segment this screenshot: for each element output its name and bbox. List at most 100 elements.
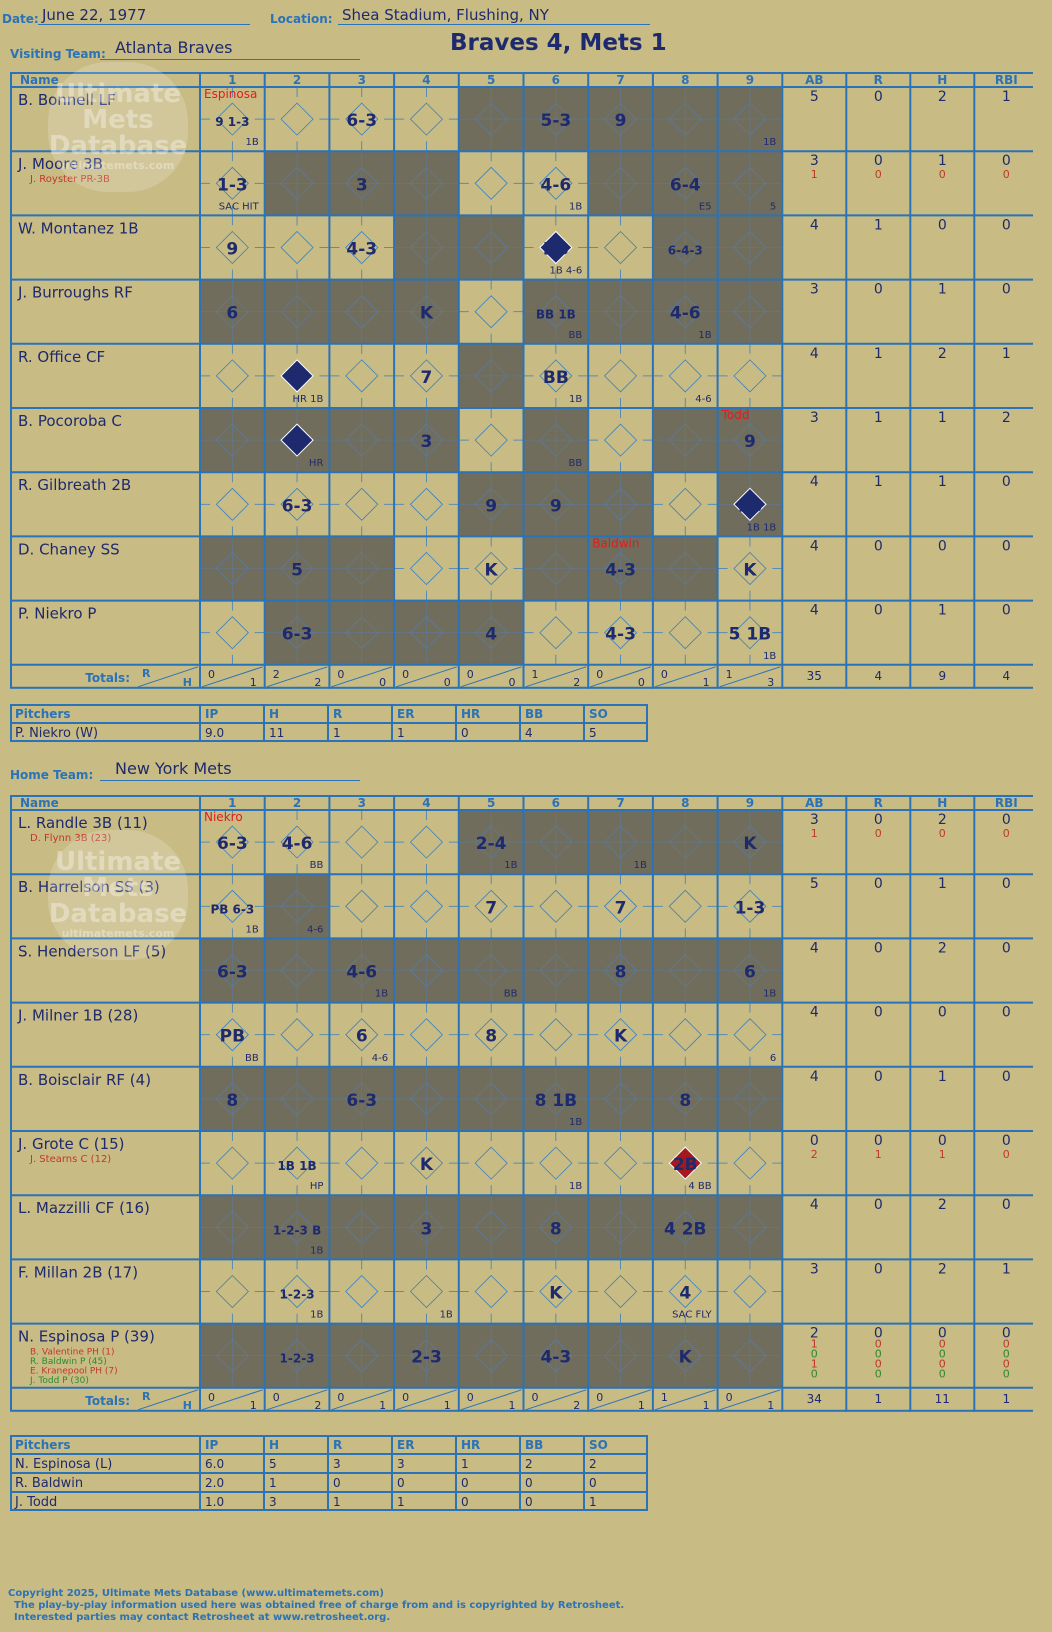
inning-hits: 1 xyxy=(703,676,710,689)
inning-total-slash xyxy=(654,666,716,688)
inning-total-slash xyxy=(654,1389,716,1411)
batter-stat: 1 xyxy=(811,827,818,840)
base-diamond xyxy=(603,889,638,923)
inning-header: 2 xyxy=(293,796,301,810)
pitching-stat: 2.0 xyxy=(205,1476,224,1490)
base-diamond xyxy=(345,102,379,136)
play-notation: 8 xyxy=(485,1027,497,1047)
inning-hits: 0 xyxy=(444,676,451,689)
home-pitching-table: Pitchers N. Espinosa (L) R. Baldwin J. Todd… xyxy=(10,1435,648,1515)
play-notation: 8 xyxy=(550,1219,562,1239)
pitching-stat: 0 xyxy=(461,1495,469,1509)
inning-runs: 0 xyxy=(337,668,344,681)
batter-stat: 1 xyxy=(874,474,883,490)
play-notation: 4-6 xyxy=(670,304,701,324)
batter-stat: 0 xyxy=(939,827,946,840)
base-diamond xyxy=(539,166,573,200)
batter-stat: 0 xyxy=(875,168,882,181)
inning-total-slash xyxy=(201,666,263,688)
base-diamond xyxy=(215,487,249,521)
pitching-stat: 4 xyxy=(525,726,533,740)
play-result: BB xyxy=(568,330,582,341)
base-diamond xyxy=(345,487,379,521)
base-diamond xyxy=(733,1018,767,1052)
batter-stat: 4 xyxy=(810,1005,819,1021)
batter-stat: 2 xyxy=(938,812,947,828)
batter-stat: 0 xyxy=(874,1326,883,1342)
stat-total: 34 xyxy=(807,1392,822,1406)
game-date: June 22, 1977 xyxy=(42,6,147,24)
retrosheet-notice: The play-by-play information used here w… xyxy=(14,1600,625,1611)
inning-total-slash xyxy=(331,666,393,688)
inning-header: 9 xyxy=(746,796,754,810)
run-scored-diamond xyxy=(733,487,767,522)
runs-key: R xyxy=(142,1390,151,1403)
base-diamond xyxy=(409,1146,444,1180)
base-diamond xyxy=(345,1274,379,1309)
batter-stat: 0 xyxy=(874,876,883,892)
stat-total: 1 xyxy=(874,1392,882,1406)
play-notation: 1B xyxy=(738,496,763,516)
base-diamond xyxy=(668,359,702,393)
play-notation: 1B 1B xyxy=(277,1159,316,1173)
inning-total-slash xyxy=(331,1389,393,1411)
pitching-stat: 2 xyxy=(525,1457,533,1471)
batter-stat: 4 xyxy=(810,603,819,619)
inning-header: 1 xyxy=(228,73,236,87)
batter-stat: 0 xyxy=(875,1358,882,1371)
batter-stat: 0 xyxy=(1003,1338,1010,1351)
play-notation: 9 1-3 xyxy=(215,115,249,129)
play-notation: 4-3 xyxy=(605,561,636,581)
pitching-header: BB xyxy=(525,707,543,721)
pitching-header: Pitchers xyxy=(15,1438,71,1452)
play-result: 1B xyxy=(375,989,388,1000)
inning-header: 3 xyxy=(358,73,366,87)
play-notation: 5 1B xyxy=(729,625,772,645)
batter-stat: 4 xyxy=(810,1197,819,1213)
batter-name: P. Niekro P xyxy=(18,605,96,623)
batter-stat: 1 xyxy=(874,346,883,362)
play-notation: 2B xyxy=(673,1155,698,1175)
batter-stat: 1 xyxy=(938,282,947,298)
play-notation: BB xyxy=(543,368,569,388)
pitching-stat: 5 xyxy=(269,1457,277,1471)
inning-total-slash xyxy=(266,1389,328,1411)
hits-key: H xyxy=(183,676,192,689)
base-diamond xyxy=(280,825,314,859)
base-diamond xyxy=(345,1018,379,1052)
play-notation: 1-2-3 B xyxy=(273,1223,321,1237)
play-result: 4 BB xyxy=(688,1181,711,1192)
play-result: HP xyxy=(310,1181,324,1192)
batter-stat: 4 xyxy=(810,217,819,233)
pitching-stat: 3 xyxy=(397,1457,405,1471)
base-diamond xyxy=(733,616,767,650)
inning-total-slash xyxy=(266,666,328,688)
batter-stat: 1 xyxy=(811,1338,818,1351)
base-diamond xyxy=(603,359,638,393)
play-notation: 9 xyxy=(485,496,497,516)
play-notation: K xyxy=(420,1155,434,1175)
batter-stat: 2 xyxy=(1002,410,1011,426)
play-result: 1B xyxy=(569,1181,582,1192)
batter-stat: 0 xyxy=(938,217,947,233)
batter-stat: 0 xyxy=(1002,1197,1011,1213)
base-diamond xyxy=(733,551,767,586)
play-result: 1B xyxy=(504,860,517,871)
play-result: BB xyxy=(568,458,582,469)
batter-name: L. Randle 3B (11) xyxy=(18,814,148,832)
inning-total-slash xyxy=(525,666,587,688)
game-result-title: Braves 4, Mets 1 xyxy=(450,30,667,56)
batter-stat: 3 xyxy=(810,153,819,169)
home-team-name: New York Mets xyxy=(115,759,232,778)
play-notation: 9 xyxy=(615,111,627,131)
batter-stat: 0 xyxy=(939,1348,946,1361)
substitute-name: R. Baldwin P (45) xyxy=(30,1357,107,1367)
base-diamond xyxy=(539,1018,573,1052)
inning-runs: 0 xyxy=(726,1391,733,1404)
play-result: 4-6 xyxy=(307,924,323,935)
pitching-header: H xyxy=(269,1438,279,1452)
play-result: 1B xyxy=(310,1245,323,1256)
play-result: 4-6 xyxy=(695,394,711,405)
batter-stat: 0 xyxy=(939,168,946,181)
play-notation: 4-3 xyxy=(605,625,636,645)
